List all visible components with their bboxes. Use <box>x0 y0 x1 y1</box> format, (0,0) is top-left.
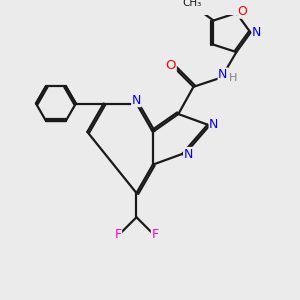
Text: O: O <box>166 59 176 72</box>
Text: N: N <box>252 26 262 39</box>
Text: N: N <box>184 148 193 160</box>
Text: H: H <box>229 74 238 83</box>
Text: F: F <box>114 228 122 241</box>
Text: N: N <box>218 68 228 81</box>
Text: O: O <box>238 5 248 18</box>
Text: CH₃: CH₃ <box>182 0 202 8</box>
Text: F: F <box>152 228 158 241</box>
Text: N: N <box>209 118 219 131</box>
Text: N: N <box>132 94 141 106</box>
